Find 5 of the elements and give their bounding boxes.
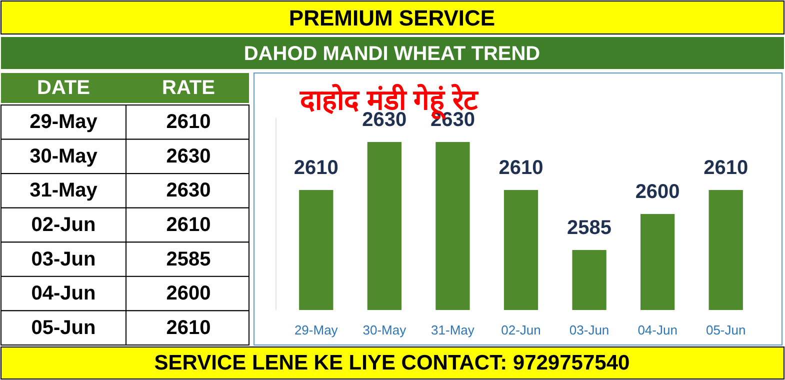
subtitle: DAHOD MANDI WHEAT TREND (244, 43, 540, 65)
annotation: RATE (162, 77, 215, 99)
annotation: SERVICE LENE KE LIYE CONTACT: 9729757540 (154, 352, 630, 374)
annotation: DATE (37, 77, 90, 99)
title: PREMIUM SERVICE (288, 6, 496, 30)
